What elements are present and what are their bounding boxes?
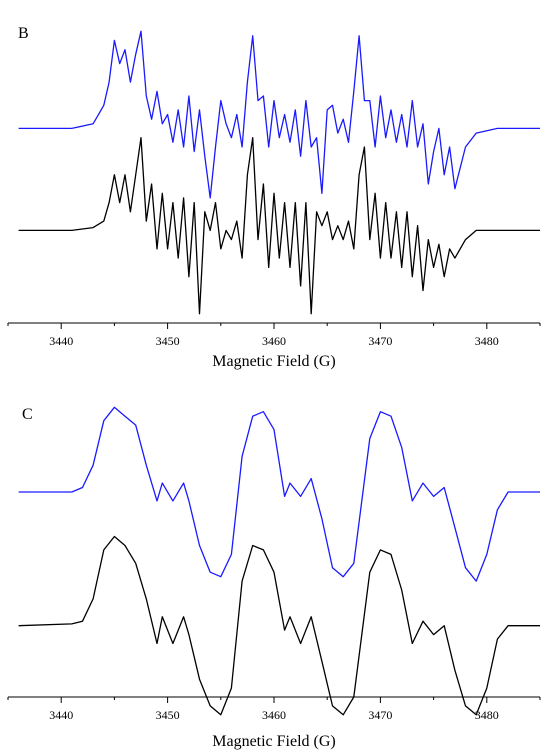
x-tick-label: 3450 [156,334,180,348]
panel-c-x-axis-label: Magnetic Field (G) [212,733,336,750]
x-tick-label: 3480 [475,334,499,348]
panel-c-ticks: 3440 3450 3460 3470 3480 [7,697,541,722]
panel-b-x-axis-label: Magnetic Field (G) [212,353,336,370]
panel-c: C 3440 3450 3460 3470 3480 Magnetic Field (G… [7,406,541,750]
x-tick-label: 3440 [49,708,73,722]
panel-b-series [18,30,540,315]
series-line-blue [18,30,540,199]
series-line-black [18,137,540,315]
x-tick-label: 3440 [49,334,73,348]
panel-c-series [18,406,540,716]
series-line-blue [18,406,540,582]
series-line-black [18,535,540,716]
x-tick-label: 3460 [262,334,286,348]
x-tick-label: 3450 [156,708,180,722]
x-tick-label: 3470 [368,708,392,722]
panel-b-ticks: 3440 3450 3460 3470 3480 [7,323,541,348]
panel-b-label: B [18,25,29,42]
panel-b: B 3440 3450 3460 3470 3480 Magnetic Field (G… [7,25,541,370]
x-tick-label: 3480 [475,708,499,722]
x-tick-label: 3460 [262,708,286,722]
panel-c-label: C [22,406,33,423]
x-tick-label: 3470 [368,334,392,348]
